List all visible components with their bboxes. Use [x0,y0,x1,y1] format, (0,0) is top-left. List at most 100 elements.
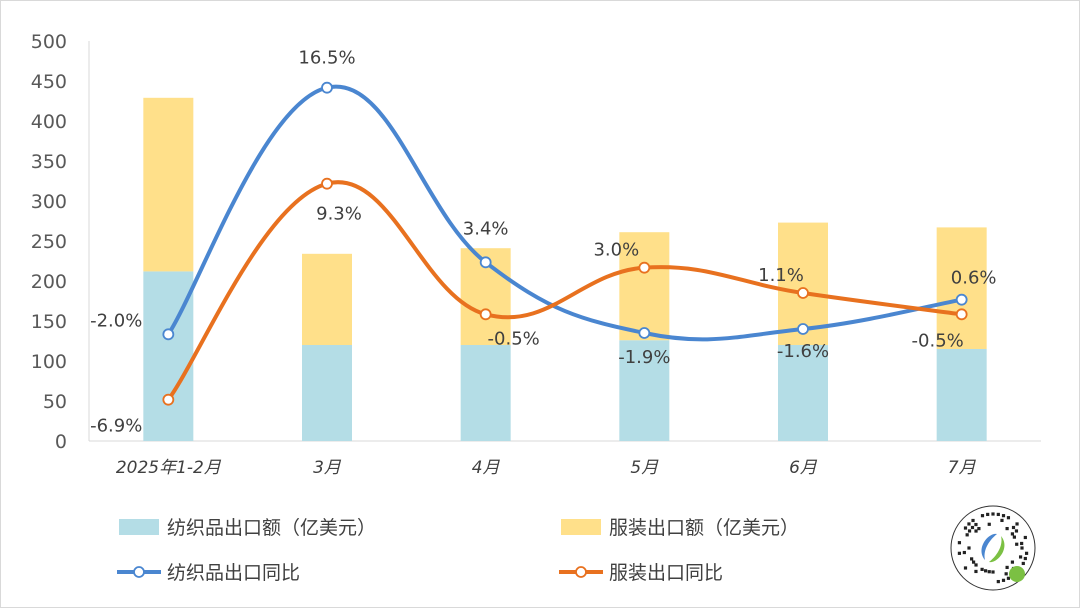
logo-dot [971,518,975,523]
point-textile-yoy [955,293,968,306]
bar-textile [619,340,670,441]
logo-dot [967,522,971,526]
logo-dot [1005,526,1009,531]
logo-dot [1010,560,1015,564]
logo-dot [1018,555,1023,559]
logo-dot [1024,551,1029,555]
point-textile-yoy [162,328,175,341]
bar-apparel [302,253,352,345]
bars [143,97,987,441]
logo-dot [971,560,976,564]
point-textile-yoy [638,327,651,339]
data-label-textile-yoy: 0.6% [951,268,997,289]
y-tick-label: 500 [31,31,67,53]
data-label-textile-yoy: -2.0% [90,310,142,331]
data-label-textile-yoy: 3.4% [463,218,509,239]
legend-label-apparel-yoy: 服装出口同比 [609,562,723,584]
point-textile-yoy [479,256,492,269]
data-label-apparel-yoy: 9.3% [316,204,362,225]
logo-dot [957,541,962,545]
logo-dot [967,546,971,550]
logo-dot [957,551,962,555]
point-textile-yoy [797,323,809,335]
y-tick-label: 150 [31,311,67,333]
logo-leaf-blue [981,533,997,560]
data-label-apparel-yoy: 3.0% [593,240,639,261]
data-label-apparel-yoy: -0.5% [488,328,540,349]
logo-dot [1014,529,1019,533]
logo-dot [1015,522,1019,526]
data-label-apparel-yoy: -0.5% [912,330,964,351]
point-apparel-yoy [321,177,333,190]
data-label-textile-yoy: 16.5% [298,48,355,69]
logo-dot [1023,535,1027,540]
legend-marker-textile-yoy [133,566,145,578]
qr-code-logo-icon [950,505,1036,591]
logo-dot [1020,541,1024,546]
y-tick-label: 50 [43,391,67,413]
logo-dot [1006,576,1011,580]
logo-dot [996,512,1000,517]
logo-dot [986,512,990,517]
data-label-apparel-yoy: -6.9% [90,416,142,437]
logo-dot [967,529,972,533]
data-label-textile-yoy: -1.9% [618,347,670,368]
x-tick-label: 5月 [630,458,659,478]
legend-marker-apparel-yoy [575,566,587,578]
logo-dot [991,570,995,574]
logo-dot [1023,556,1027,561]
bar-textile [778,345,828,441]
legend-label-apparel: 服装出口额（亿美元） [609,517,799,539]
y-tick-label: 400 [31,111,67,133]
legend: 纺织品出口额（亿美元） 服装出口额（亿美元） 纺织品出口同比 服装出口同比 [117,517,799,584]
logo-dot [1020,546,1024,550]
bar-textile [460,345,511,441]
legend-swatch-textile [119,519,159,535]
y-tick-label: 450 [31,71,67,93]
logo-dot [1001,514,1006,518]
point-apparel-yoy [955,308,968,321]
logo-dot [963,526,968,530]
bar-textile [936,349,987,441]
logo-dot [991,512,995,516]
logo-dot [977,526,981,531]
logo-leaf-green [989,536,1005,563]
y-tick-label: 300 [31,191,67,213]
logo-dot [1011,525,1016,530]
logo-dot [974,563,978,567]
point-apparel-yoy [162,393,175,406]
bar-apparel [143,97,194,272]
bar-textile [302,345,352,441]
x-tick-label: 6月 [789,458,818,478]
legend-label-textile-yoy: 纺织品出口同比 [167,562,300,584]
logo-dot [974,529,978,533]
lines [162,81,968,406]
x-tick-label: 7月 [948,458,977,478]
logo-badge [1009,566,1025,582]
point-textile-yoy [321,81,333,94]
y-tick-label: 250 [31,231,67,253]
logo-dot [1010,532,1015,536]
point-apparel-yoy [638,261,651,274]
logo-dot [1021,561,1025,566]
logo-dot [1005,565,1009,570]
data-labels: -2.0% 16.5% 3.4% -1.9% -1.6% 0.6% -6.9% 9.3% -0.… [90,48,996,437]
legend-label-textile: 纺织品出口额（亿美元） [167,517,376,539]
x-tick-label: 4月 [472,458,501,478]
legend-swatch-apparel [561,519,601,535]
bar-apparel [936,227,987,349]
data-label-apparel-yoy: 1.1% [758,265,804,286]
logo-dot [963,566,968,570]
line-apparel-yoy [166,180,964,402]
axes: 0 50 100 150 200 250 300 350 400 450 500 2025年1-2月 3… [31,31,1041,478]
y-tick-label: 100 [31,351,67,373]
data-label-textile-yoy: -1.6% [777,341,829,362]
bar-apparel [619,232,670,341]
logo-dot [974,522,978,527]
logo-dot [962,550,966,555]
x-tick-label: 3月 [313,458,342,478]
point-apparel-yoy [479,308,492,321]
y-tick-label: 200 [31,271,67,293]
logo-dot [987,522,991,526]
